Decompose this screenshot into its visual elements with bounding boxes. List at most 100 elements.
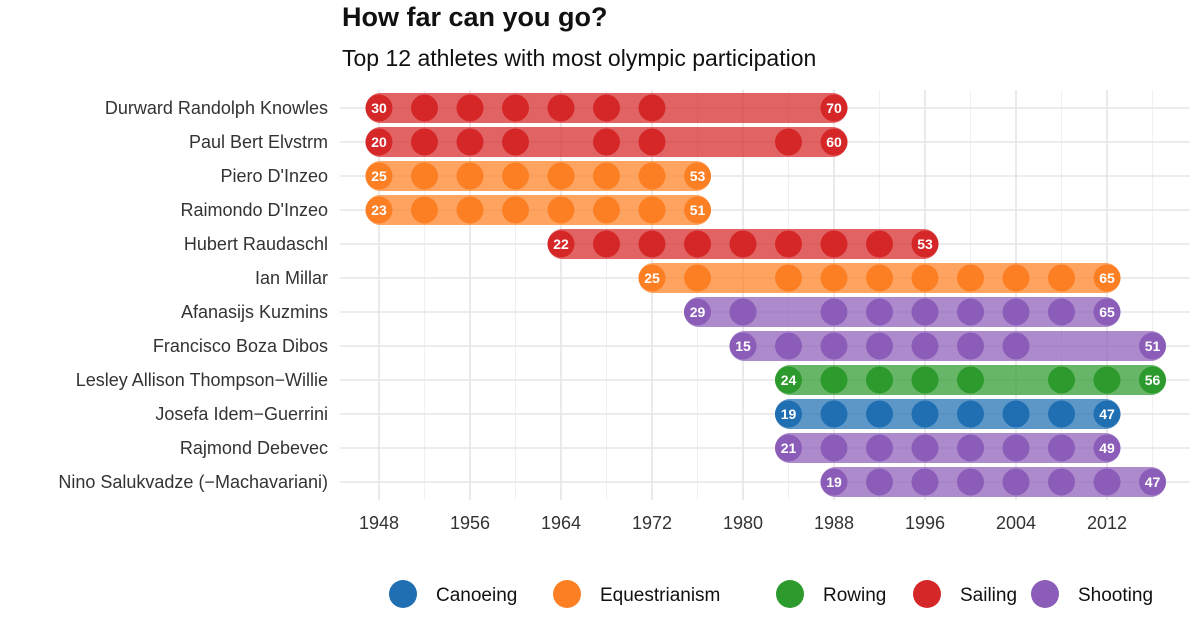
games-dot-1964 (547, 162, 575, 190)
games-dot-2000 (957, 298, 984, 326)
games-dot-1948 (365, 128, 393, 156)
games-dot-1988 (820, 94, 848, 122)
games-dot-2000 (957, 366, 984, 394)
end-age-label: 56 (1145, 372, 1161, 388)
games-dot-2008 (1048, 366, 1075, 394)
games-dot-2016 (1139, 366, 1166, 394)
start-age-label: 22 (553, 236, 569, 252)
games-dot-2004 (1002, 332, 1030, 360)
games-dot-2012 (1093, 264, 1121, 292)
x-axis: 1948 1956 1964 1972 1980 1988 1996 2004 2012 (359, 513, 1127, 533)
x-tick-label-1988: 1988 (814, 513, 854, 533)
games-dot-2004 (1002, 264, 1030, 292)
athlete-row: 22 53 (547, 229, 939, 259)
games-dot-1948 (365, 196, 393, 224)
end-age-label: 60 (826, 134, 842, 150)
games-dot-2000 (957, 400, 984, 428)
games-dot-1992 (866, 264, 893, 292)
start-age-label: 24 (781, 372, 797, 388)
games-dot-1960 (502, 94, 529, 122)
games-dot-1988 (820, 400, 848, 428)
legend-item-shooting: Shooting (1031, 580, 1153, 608)
legend-item-sailing: Sailing (913, 580, 1017, 608)
athlete-row: 25 65 (638, 263, 1121, 293)
games-dot-1984 (775, 366, 802, 394)
games-dot-2000 (957, 264, 984, 292)
career-span-bar (775, 399, 1121, 429)
games-dot-1996 (911, 332, 939, 360)
games-dot-1992 (866, 468, 893, 496)
career-span-bar (365, 195, 711, 225)
start-age-label: 25 (371, 168, 387, 184)
athlete-row: 29 65 (684, 297, 1121, 327)
games-dot-1988 (820, 128, 848, 156)
games-dot-1972 (638, 196, 666, 224)
games-dot-2004 (1002, 298, 1030, 326)
games-dot-1964 (547, 230, 575, 258)
start-age-label: 21 (781, 440, 797, 456)
athlete-row: 19 47 (820, 467, 1166, 497)
career-span-bar (365, 161, 711, 191)
games-dot-1992 (866, 434, 893, 462)
games-dot-1976 (684, 264, 711, 292)
athlete-row: 23 51 (365, 195, 711, 225)
games-dot-1992 (866, 298, 893, 326)
x-tick-label-1948: 1948 (359, 513, 399, 533)
end-age-label: 47 (1145, 474, 1161, 490)
legend-swatch (913, 580, 941, 608)
athlete-name-label: Rajmond Debevec (180, 438, 328, 458)
games-dot-1996 (911, 434, 939, 462)
x-tick-label-1972: 1972 (632, 513, 672, 533)
games-dot-1952 (411, 162, 438, 190)
games-dot-2016 (1139, 468, 1166, 496)
athlete-row: 15 51 (729, 331, 1166, 361)
games-dot-1976 (684, 230, 711, 258)
games-dot-1984 (775, 230, 802, 258)
games-dot-1984 (775, 128, 802, 156)
legend-swatch (553, 580, 581, 608)
athlete-name-label: Ian Millar (255, 268, 328, 288)
games-dot-1968 (593, 128, 620, 156)
legend-item-equestrianism: Equestrianism (553, 580, 720, 608)
games-dot-1972 (638, 128, 666, 156)
games-dot-1952 (411, 128, 438, 156)
end-age-label: 70 (826, 100, 842, 116)
start-age-label: 29 (690, 304, 706, 320)
games-dot-1972 (638, 264, 666, 292)
games-dot-1968 (593, 162, 620, 190)
games-dot-1996 (911, 366, 939, 394)
end-age-label: 53 (690, 168, 706, 184)
athlete-row: 24 56 (775, 365, 1166, 395)
games-dot-1968 (593, 230, 620, 258)
games-dot-1984 (775, 400, 802, 428)
games-dot-1968 (593, 196, 620, 224)
games-dot-2008 (1048, 468, 1075, 496)
games-dot-1980 (729, 298, 757, 326)
games-dot-1952 (411, 94, 438, 122)
games-dot-1996 (911, 468, 939, 496)
games-dot-1988 (820, 468, 848, 496)
end-age-label: 65 (1099, 304, 1115, 320)
games-dot-1980 (729, 332, 757, 360)
athlete-name-label: Lesley Allison Thompson−Willie (76, 370, 328, 390)
games-dot-1988 (820, 366, 848, 394)
end-age-label: 47 (1099, 406, 1115, 422)
chart-title: How far can you go? (342, 2, 608, 32)
games-dot-2012 (1093, 366, 1121, 394)
athlete-name-label: Nino Salukvadze (−Machavariani) (58, 472, 328, 492)
games-dot-2016 (1139, 332, 1166, 360)
career-span-bar (820, 467, 1166, 497)
games-dot-2012 (1093, 468, 1121, 496)
games-dot-1980 (729, 230, 757, 258)
y-axis: Durward Randolph Knowles Paul Bert Elvstr… (58, 98, 328, 492)
games-dot-1976 (684, 298, 711, 326)
games-dot-1992 (866, 332, 893, 360)
games-dot-1964 (547, 196, 575, 224)
legend-swatch (776, 580, 804, 608)
games-dot-2000 (957, 468, 984, 496)
games-dot-1956 (456, 162, 484, 190)
x-tick-label-2004: 2004 (996, 513, 1036, 533)
athlete-name-label: Piero D'Inzeo (221, 166, 329, 186)
legend-label: Rowing (823, 585, 886, 606)
